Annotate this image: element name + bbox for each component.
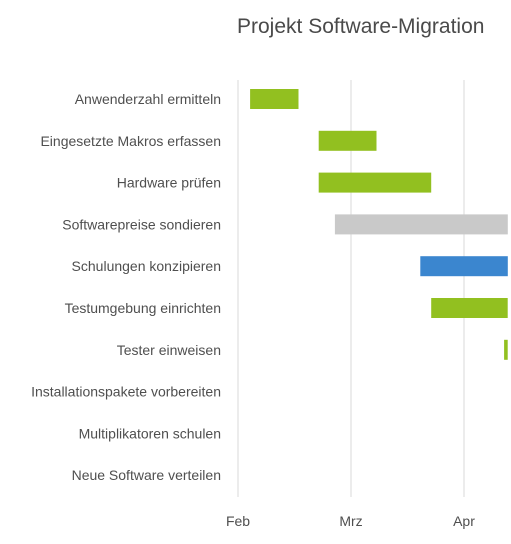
- task-label: Tester einweisen: [117, 342, 221, 358]
- task-label: Softwarepreise sondieren: [62, 216, 221, 232]
- task-label: Installationspakete vorbereiten: [31, 384, 221, 400]
- task-bar: [318, 130, 377, 151]
- x-tick-label: Mrz: [339, 513, 362, 529]
- task-bar: [250, 89, 299, 109]
- chart-title: Projekt Software-Migration: [237, 15, 485, 38]
- task-bar: [420, 256, 508, 277]
- task-label: Eingesetzte Makros erfassen: [40, 133, 221, 149]
- task-label: Schulungen konzipieren: [72, 258, 221, 274]
- x-tick-label: Feb: [226, 513, 250, 529]
- task-label: Testumgebung einrichten: [65, 300, 221, 316]
- task-label: Neue Software verteilen: [72, 467, 221, 483]
- task-bar: [334, 214, 508, 235]
- x-tick-label: Apr: [453, 513, 475, 529]
- task-label: Hardware prüfen: [117, 175, 221, 191]
- task-label: Multiplikatoren schulen: [79, 425, 221, 441]
- task-label: Anwenderzahl ermitteln: [75, 91, 221, 107]
- task-bar: [504, 339, 508, 360]
- task-bar: [318, 172, 432, 193]
- task-bar: [431, 298, 508, 318]
